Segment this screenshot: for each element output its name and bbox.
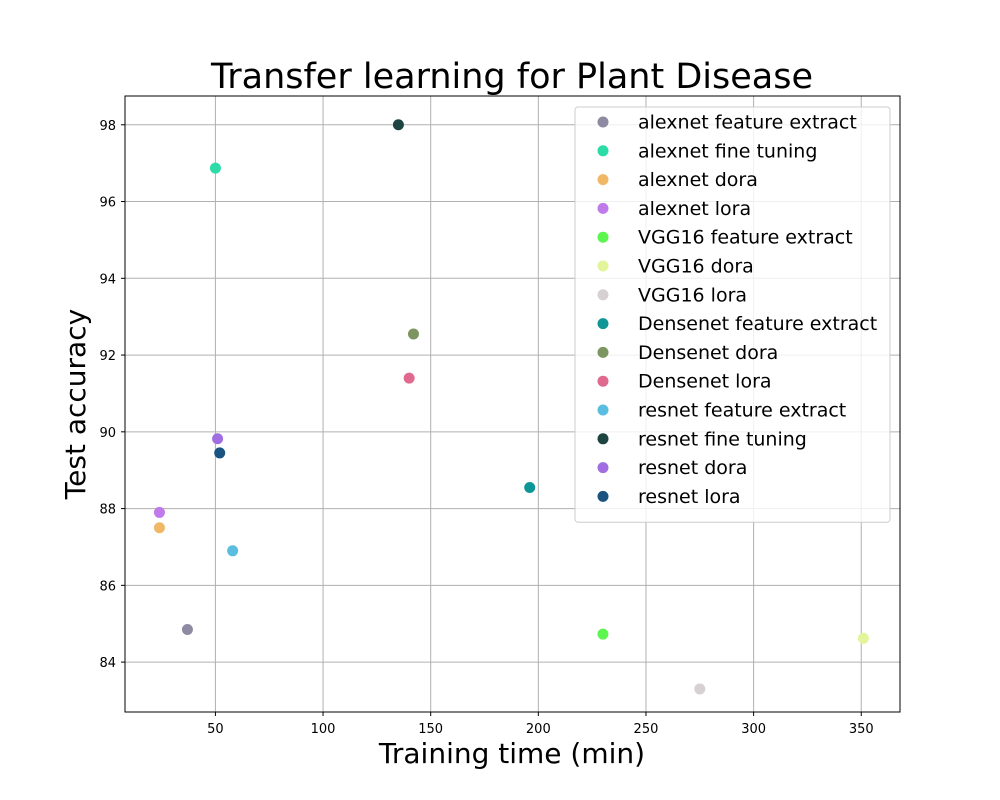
data-point: [153, 522, 165, 534]
data-point: [857, 632, 869, 644]
legend-marker: [597, 174, 609, 186]
legend-marker: [597, 490, 609, 502]
y-tick-label: 96: [99, 196, 116, 211]
legend-label: alexnet feature extract: [638, 112, 857, 134]
legend-marker: [597, 116, 609, 128]
legend-marker: [597, 231, 609, 243]
x-tick-label: 200: [526, 722, 551, 737]
data-point: [181, 623, 193, 635]
legend-label: VGG16 feature extract: [638, 227, 853, 249]
data-point: [403, 372, 415, 384]
x-tick-label: 250: [634, 722, 659, 737]
chart-title: Transfer learning for Plant Disease: [210, 57, 813, 97]
legend-label: resnet dora: [638, 457, 747, 479]
y-tick-label: 90: [99, 426, 116, 441]
legend-label: resnet feature extract: [638, 400, 846, 422]
legend-label: Densenet dora: [638, 342, 778, 364]
legend-marker: [597, 346, 609, 358]
data-points: [153, 119, 869, 695]
data-point: [392, 119, 404, 131]
legend-marker: [597, 404, 609, 416]
legend-label: Densenet feature extract: [638, 313, 877, 335]
data-point: [597, 628, 609, 640]
legend-label: VGG16 lora: [638, 284, 747, 306]
y-tick-label: 98: [99, 119, 116, 134]
y-tick-label: 84: [99, 656, 116, 671]
legend-marker: [597, 289, 609, 301]
y-tick-label: 92: [99, 349, 116, 364]
legend: alexnet feature extract alexnet fine tuni…: [574, 106, 891, 523]
x-tick-label: 50: [207, 722, 224, 737]
data-point: [407, 328, 419, 340]
y-tick-label: 94: [99, 272, 116, 287]
legend-box: [574, 106, 891, 523]
y-tick-label: 86: [99, 579, 116, 594]
legend-marker: [597, 462, 609, 474]
legend-label: VGG16 dora: [638, 256, 754, 278]
data-point: [153, 506, 165, 518]
x-tick-label: 150: [418, 722, 443, 737]
legend-marker: [597, 433, 609, 445]
data-point: [524, 481, 536, 493]
y-axis-title: Test accuracy: [59, 309, 92, 500]
data-point: [212, 433, 224, 445]
axis-ticks: 50 100 150 200 250 300 350 84 86 88 90 92 94 96 98: [99, 119, 873, 737]
x-tick-label: 300: [741, 722, 766, 737]
legend-marker: [597, 318, 609, 330]
x-tick-label: 100: [311, 722, 336, 737]
data-point: [209, 162, 221, 174]
data-point: [214, 447, 226, 459]
legend-marker: [597, 375, 609, 387]
plot-frame: [124, 95, 901, 713]
legend-label: resnet fine tuning: [638, 428, 807, 450]
data-point: [694, 683, 706, 695]
legend-label: alexnet lora: [638, 198, 751, 220]
x-axis-title: Training time (min): [378, 737, 645, 770]
legend-marker: [597, 260, 609, 272]
legend-label: resnet lora: [638, 486, 741, 508]
legend-label: alexnet fine tuning: [638, 140, 817, 162]
data-point: [227, 545, 239, 557]
legend-marker: [597, 202, 609, 214]
y-tick-label: 88: [99, 503, 116, 518]
legend-label: alexnet dora: [638, 169, 758, 191]
x-tick-label: 350: [849, 722, 874, 737]
legend-label: Densenet lora: [638, 371, 772, 393]
legend-marker: [597, 145, 609, 157]
